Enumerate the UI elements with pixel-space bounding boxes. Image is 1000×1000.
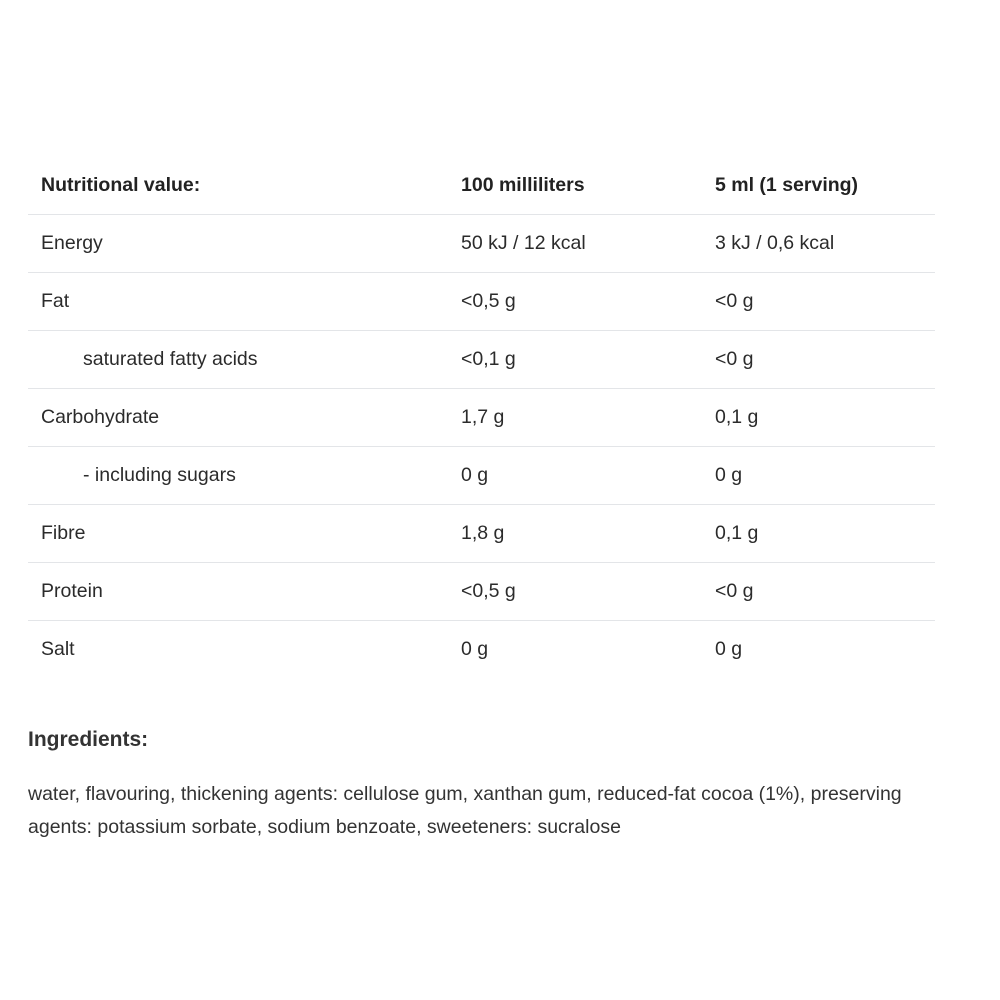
value-per-100ml: 0 g	[461, 638, 489, 660]
ingredients-text: water, flavouring, thickening agents: ce…	[28, 783, 902, 838]
nutrient-name: Salt	[41, 638, 75, 660]
nutrient-name: Protein	[28, 562, 461, 621]
value-per-serving: 0 g	[715, 446, 935, 505]
value-per-serving: <0 g	[715, 330, 935, 389]
table-row: Fat <0,5 g <0 g	[28, 272, 935, 331]
nutrient-name: Fat	[28, 272, 461, 331]
nutrition-table: Nutritional value: 100 milliliters 5 ml …	[28, 157, 935, 678]
nutrient-name: Fibre	[28, 504, 461, 563]
value-per-serving: 0,1 g	[715, 504, 935, 563]
header-per-100ml: 100 milliliters	[461, 157, 715, 215]
nutrient-name: Carbohydrate	[28, 388, 461, 447]
header-per-serving: 5 ml (1 serving)	[715, 157, 935, 215]
table-row: Protein <0,5 g <0 g	[28, 562, 935, 621]
table-row: Energy 50 kJ / 12 kcal 3 kJ / 0,6 kcal	[28, 214, 935, 273]
nutrient-name: - including sugars	[28, 446, 461, 505]
value-per-100ml: 50 kJ / 12 kcal	[461, 214, 715, 273]
value-per-100ml: 1,8 g	[461, 504, 715, 563]
value-per-100ml: <0,5 g	[461, 562, 715, 621]
value-per-100ml: <0,1 g	[461, 330, 715, 389]
value-per-serving: 0 g	[715, 638, 743, 660]
ingredients-heading: Ingredients:	[28, 728, 149, 751]
nutrient-name: Energy	[28, 214, 461, 273]
table-row: Carbohydrate 1,7 g 0,1 g	[28, 388, 935, 447]
value-per-serving: 3 kJ / 0,6 kcal	[715, 214, 935, 273]
nutrient-name: saturated fatty acids	[28, 330, 461, 389]
header-nutritional-value: Nutritional value:	[28, 157, 461, 215]
value-per-100ml: <0,5 g	[461, 272, 715, 331]
value-per-serving: 0,1 g	[715, 388, 935, 447]
table-row: saturated fatty acids <0,1 g <0 g	[28, 330, 935, 389]
value-per-serving: <0 g	[715, 562, 935, 621]
value-per-100ml: 0 g	[461, 446, 715, 505]
value-per-serving: <0 g	[715, 272, 935, 331]
value-per-100ml: 1,7 g	[461, 388, 715, 447]
table-header-row: Nutritional value: 100 milliliters 5 ml …	[28, 157, 935, 215]
table-row: Salt 0 g 0 g	[28, 621, 935, 679]
table-row: Fibre 1,8 g 0,1 g	[28, 504, 935, 563]
